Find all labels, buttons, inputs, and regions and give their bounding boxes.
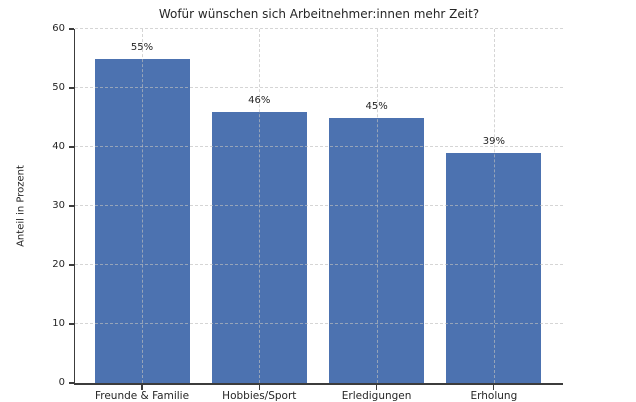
y-tick-label: 10 bbox=[52, 318, 65, 329]
y-tick-label: 50 bbox=[52, 82, 65, 93]
x-tick bbox=[258, 385, 260, 390]
y-tick-label: 30 bbox=[52, 200, 65, 211]
x-tick-label: Erledigungen bbox=[341, 390, 412, 402]
bar-value-label: 55% bbox=[130, 41, 154, 53]
bar-value-label: 39% bbox=[482, 135, 506, 147]
v-gridline bbox=[376, 29, 378, 383]
h-gridline bbox=[75, 205, 563, 206]
x-tick bbox=[376, 385, 378, 390]
h-gridline bbox=[75, 28, 563, 29]
bar-value-label: 46% bbox=[248, 94, 271, 106]
y-tick bbox=[68, 382, 74, 384]
chart-title: Wofür wünschen sich Arbeitnehmer:innen m… bbox=[158, 7, 480, 21]
h-gridline bbox=[75, 264, 563, 265]
v-gridline bbox=[142, 29, 143, 383]
y-tick bbox=[68, 146, 74, 148]
x-tick-label: Erholung bbox=[470, 390, 518, 402]
v-gridline bbox=[493, 29, 495, 383]
x-tick bbox=[141, 385, 143, 390]
y-axis-spine bbox=[73, 29, 75, 385]
bar-value-label: 45% bbox=[365, 100, 388, 112]
y-tick bbox=[68, 28, 74, 30]
h-gridline bbox=[75, 146, 563, 147]
y-tick-label: 20 bbox=[52, 259, 65, 270]
y-tick bbox=[68, 323, 74, 325]
y-tick bbox=[68, 87, 74, 89]
x-axis-spine bbox=[73, 383, 563, 385]
y-tick bbox=[68, 205, 74, 207]
y-tick bbox=[68, 264, 74, 266]
y-tick-label: 0 bbox=[58, 377, 65, 388]
x-tick-label: Hobbies/Sport bbox=[222, 390, 297, 402]
v-gridline bbox=[259, 29, 261, 383]
x-tick bbox=[493, 385, 495, 390]
h-gridline bbox=[75, 323, 563, 324]
plot-area: 0 10 20 30 40 50 60 55% Freunde & Familie 46% Hobb… bbox=[52, 23, 563, 402]
x-tick-label: Freunde & Familie bbox=[94, 390, 190, 402]
h-gridline bbox=[75, 87, 563, 88]
y-tick-label: 60 bbox=[52, 23, 65, 34]
y-tick-label: 40 bbox=[52, 141, 65, 152]
